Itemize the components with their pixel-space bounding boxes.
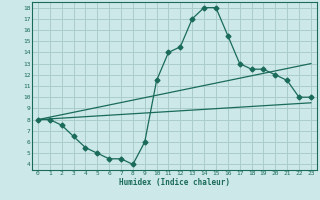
X-axis label: Humidex (Indice chaleur): Humidex (Indice chaleur) [119,178,230,187]
